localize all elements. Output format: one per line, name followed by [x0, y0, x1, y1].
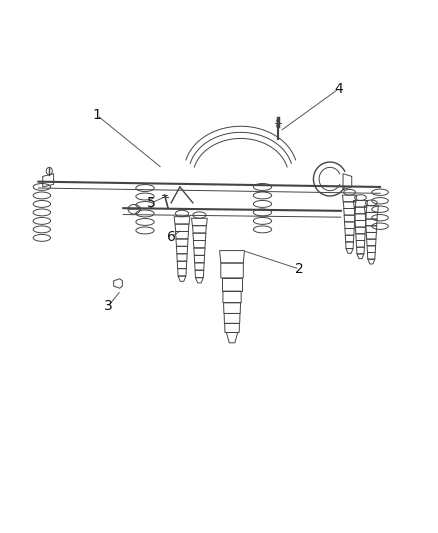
- Text: 4: 4: [334, 82, 343, 96]
- Text: 1: 1: [93, 108, 102, 123]
- Text: 6: 6: [167, 230, 176, 244]
- Text: 5: 5: [147, 196, 156, 210]
- Text: 3: 3: [104, 299, 113, 313]
- Text: 2: 2: [295, 262, 304, 276]
